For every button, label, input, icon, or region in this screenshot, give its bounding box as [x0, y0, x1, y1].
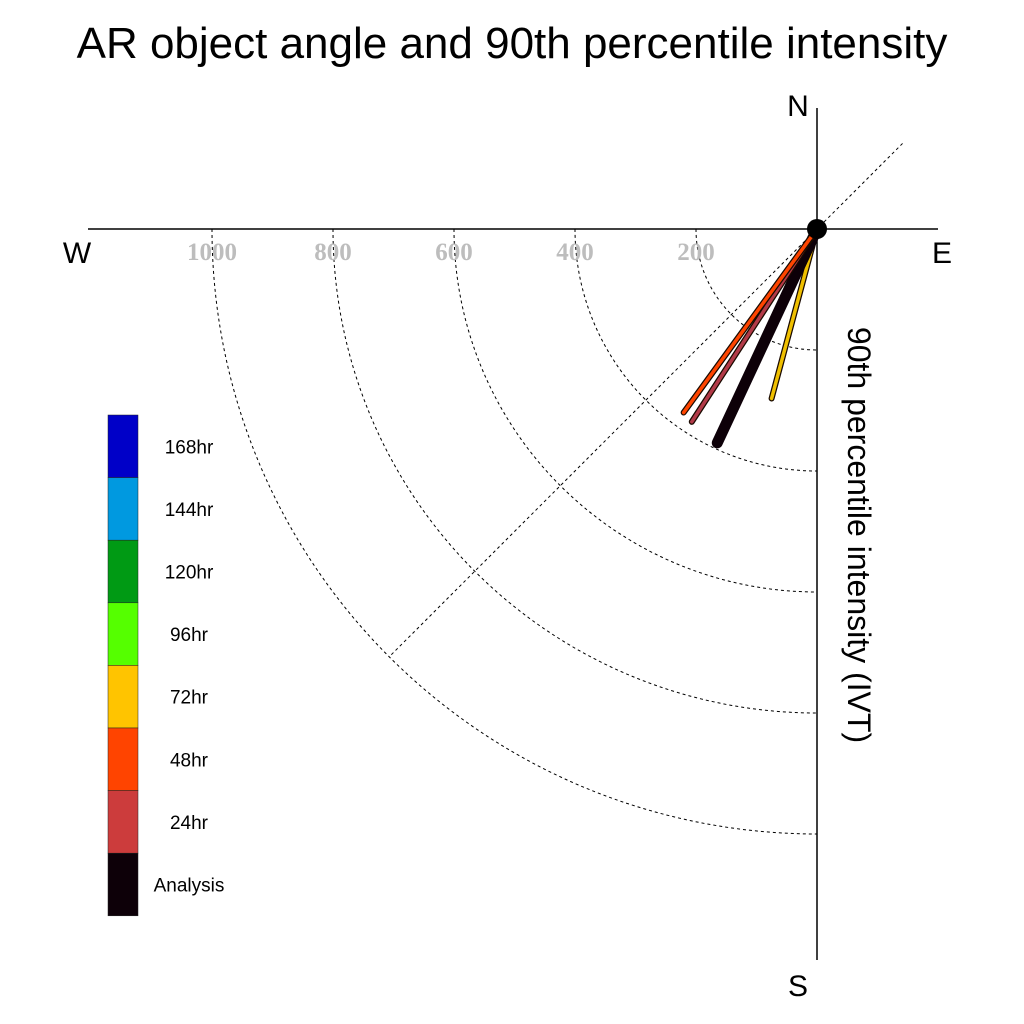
compass-east: E: [932, 237, 952, 270]
legend-label-96hr: 96hr: [170, 625, 209, 646]
legend-swatch-120hr: [107, 539, 139, 604]
grid-arc-1000: [211, 228, 818, 835]
radial-axis-label: 90th percentile intensity (IVT): [841, 327, 877, 743]
legend-swatch-24hr: [107, 790, 139, 854]
compass-south: S: [788, 970, 808, 1003]
origin-marker: [807, 219, 827, 239]
tick-label-800: 800: [314, 239, 352, 266]
legend-label-144hr: 144hr: [165, 500, 214, 521]
chart-title: AR object angle and 90th percentile inte…: [77, 19, 948, 68]
grid-arc-400: [574, 228, 818, 472]
legend-swatch-72hr: [107, 665, 139, 729]
tick-label-1000: 1000: [187, 239, 237, 266]
grid-diagonal: [388, 143, 903, 658]
legend-label-72hr: 72hr: [170, 688, 209, 709]
tick-label-200: 200: [677, 239, 715, 266]
grid-arc-800: [332, 228, 818, 714]
radial-tick-labels: 200 400 600 800 1000: [187, 239, 715, 266]
grid-arc-600: [453, 228, 818, 593]
tick-label-400: 400: [556, 239, 594, 266]
compass-north: N: [787, 90, 809, 123]
tick-label-600: 600: [435, 239, 473, 266]
legend-label-analysis: Analysis: [154, 876, 225, 897]
legend-label-120hr: 120hr: [165, 563, 214, 584]
legend-label-48hr: 48hr: [170, 750, 209, 771]
legend: 168hr 144hr 120hr 96hr 72hr 48hr 24hr Analysis: [107, 414, 225, 917]
legend-swatch-144hr: [107, 477, 139, 541]
legend-swatch-168hr: [107, 414, 139, 478]
compass-west: W: [63, 237, 92, 270]
legend-swatch-48hr: [107, 727, 139, 791]
legend-label-24hr: 24hr: [170, 813, 209, 834]
vector-outline-analysis: [711, 223, 823, 449]
vector-48hr: [681, 227, 819, 415]
legend-swatch-analysis: [107, 852, 139, 917]
grid-arc-200: [695, 228, 818, 351]
legend-label-168hr: 168hr: [165, 437, 214, 458]
series-vectors: [680, 223, 823, 449]
legend-swatch-96hr: [107, 602, 139, 666]
